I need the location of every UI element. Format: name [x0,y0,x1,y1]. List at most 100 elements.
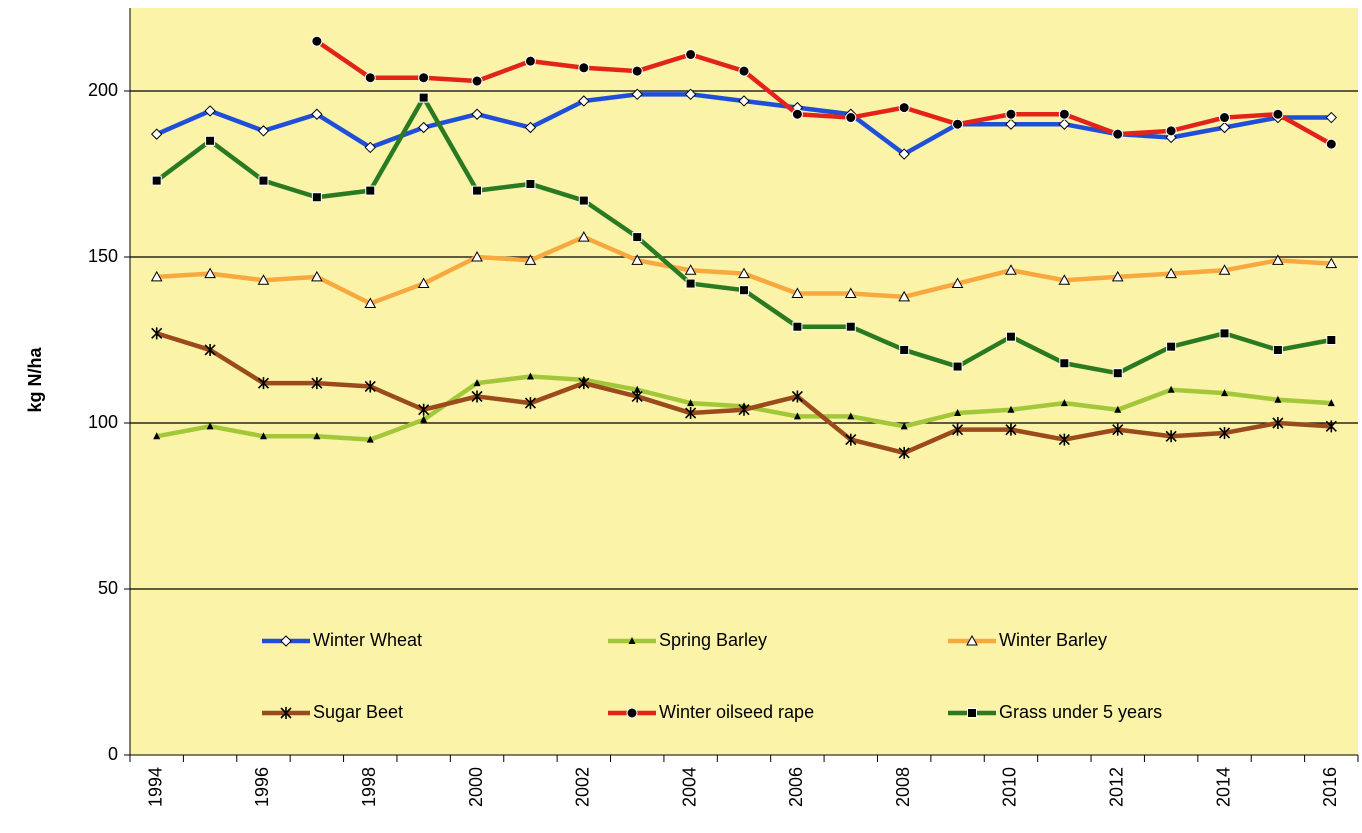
marker-shape [525,178,536,189]
marker-shape [257,274,270,285]
marker [578,95,590,107]
marker [738,65,750,77]
marker-shape [626,707,638,719]
y-tick-label: 200 [88,80,118,100]
marker [952,361,963,372]
marker-shape [685,407,697,420]
marker-shape [417,121,430,134]
marker [1058,108,1070,120]
marker-shape [313,432,321,440]
marker [420,415,428,423]
marker [1218,426,1231,439]
marker-shape [418,403,430,416]
marker-shape [364,297,377,308]
marker [1112,128,1124,140]
x-tick-label: 2012 [1106,767,1126,807]
marker [1059,358,1070,369]
marker-shape [280,635,292,647]
marker-shape [311,377,323,390]
marker [1060,399,1068,407]
marker-shape [1112,128,1124,140]
marker-shape [526,372,534,380]
marker [524,397,537,410]
marker [365,185,376,196]
marker [1274,395,1282,403]
marker-shape [1058,274,1071,285]
marker-shape [1005,331,1016,342]
marker [280,707,292,719]
marker-shape [257,377,270,390]
marker [1058,118,1071,130]
marker-shape [687,399,695,407]
x-tick-label: 1998 [359,767,379,807]
marker-shape [1327,399,1335,407]
marker-shape [1165,125,1177,137]
marker [204,343,216,356]
marker-shape [792,321,803,332]
legend-label: Grass under 5 years [999,702,1162,722]
marker-shape [150,270,163,282]
marker [1165,430,1177,443]
marker [739,285,749,296]
marker-shape [1005,118,1017,130]
marker-shape [471,108,483,120]
marker [364,297,377,308]
marker [577,231,590,242]
marker-shape [954,409,962,417]
marker [845,112,857,124]
marker-shape [1272,254,1284,265]
x-tick-label: 2008 [893,767,913,807]
x-tick-label: 2010 [1000,767,1020,807]
marker-shape [418,92,429,103]
marker-shape [1005,264,1017,275]
marker [1326,335,1337,345]
marker [898,102,910,114]
marker [471,75,483,87]
marker-shape [153,432,161,440]
marker [898,446,910,459]
marker [204,105,216,117]
x-tick-label: 1996 [252,767,272,807]
marker-shape [365,185,376,196]
marker [473,379,481,387]
marker-shape [471,75,483,87]
marker [1112,423,1124,436]
marker [791,287,804,299]
marker [1219,328,1230,339]
x-tick-label: 2004 [679,767,699,807]
marker [1218,121,1231,134]
marker [1114,405,1122,413]
marker [418,72,430,84]
marker [898,148,910,160]
marker [471,108,483,120]
marker [738,267,750,279]
marker [793,412,801,420]
marker [845,433,857,446]
marker-shape [257,125,270,137]
marker-shape [205,135,216,146]
marker-shape [417,277,430,289]
marker [631,65,643,77]
marker-shape [845,321,856,332]
marker [1112,368,1123,379]
marker [685,407,697,420]
marker [311,270,323,282]
marker-shape [1059,358,1070,369]
marker [844,287,857,299]
marker-shape [1166,341,1177,352]
marker [685,278,696,289]
marker-shape [366,435,374,443]
marker [1058,274,1071,285]
marker [1005,118,1017,130]
marker-shape [473,379,481,387]
marker [791,108,803,120]
marker [472,185,483,196]
marker [631,88,643,101]
marker [1165,267,1177,279]
marker-shape [1058,118,1071,130]
marker [1007,405,1015,413]
marker [257,377,270,390]
marker-shape [471,390,483,403]
marker-shape [1218,264,1231,275]
marker-shape [418,72,430,84]
